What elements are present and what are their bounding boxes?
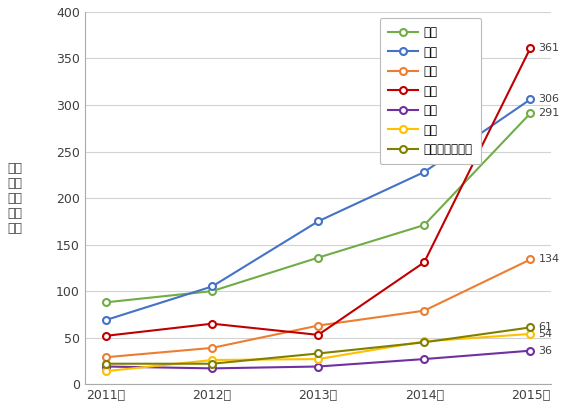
韓国	[208, 289, 215, 294]
台湾	[315, 219, 321, 224]
オーストラリア	[208, 361, 215, 366]
Text: 361: 361	[538, 43, 559, 53]
中国	[208, 321, 215, 326]
台湾	[208, 284, 215, 289]
韓国	[527, 111, 534, 116]
タイ	[315, 357, 321, 362]
Line: 香港: 香港	[103, 256, 534, 361]
米国	[103, 364, 110, 369]
米国	[208, 366, 215, 371]
Line: 韓国: 韓国	[103, 110, 534, 306]
香港	[103, 355, 110, 360]
香港	[527, 257, 534, 262]
Text: 134: 134	[538, 254, 559, 265]
Line: オーストラリア: オーストラリア	[103, 324, 534, 367]
オーストラリア	[421, 340, 428, 345]
オーストラリア	[315, 351, 321, 356]
米国	[315, 364, 321, 369]
中国	[103, 333, 110, 338]
タイ	[527, 331, 534, 336]
中国	[315, 333, 321, 337]
タイ	[208, 357, 215, 362]
韓国	[315, 255, 321, 260]
香港	[208, 346, 215, 351]
米国	[527, 348, 534, 353]
台湾	[421, 170, 428, 175]
タイ	[103, 369, 110, 373]
米国	[421, 357, 428, 362]
Text: 306: 306	[538, 94, 559, 104]
台湾	[527, 97, 534, 102]
Y-axis label: 訪日
観光
客数
（万
人）: 訪日 観光 客数 （万 人）	[7, 162, 22, 235]
Text: 291: 291	[538, 108, 560, 118]
Line: 米国: 米国	[103, 347, 534, 372]
中国	[421, 260, 428, 265]
Legend: 韓国, 台湾, 香港, 中国, 米国, タイ, オーストラリア: 韓国, 台湾, 香港, 中国, 米国, タイ, オーストラリア	[380, 18, 481, 164]
韓国	[103, 300, 110, 305]
Line: タイ: タイ	[103, 330, 534, 375]
タイ	[421, 339, 428, 344]
Text: 61: 61	[538, 322, 553, 333]
Text: 36: 36	[538, 346, 553, 356]
中国	[527, 46, 534, 51]
台湾	[103, 317, 110, 322]
韓国	[421, 222, 428, 227]
Line: 中国: 中国	[103, 45, 534, 339]
香港	[421, 308, 428, 313]
オーストラリア	[103, 361, 110, 366]
Line: 台湾: 台湾	[103, 96, 534, 324]
オーストラリア	[527, 325, 534, 330]
香港	[315, 323, 321, 328]
Text: 54: 54	[538, 329, 553, 339]
